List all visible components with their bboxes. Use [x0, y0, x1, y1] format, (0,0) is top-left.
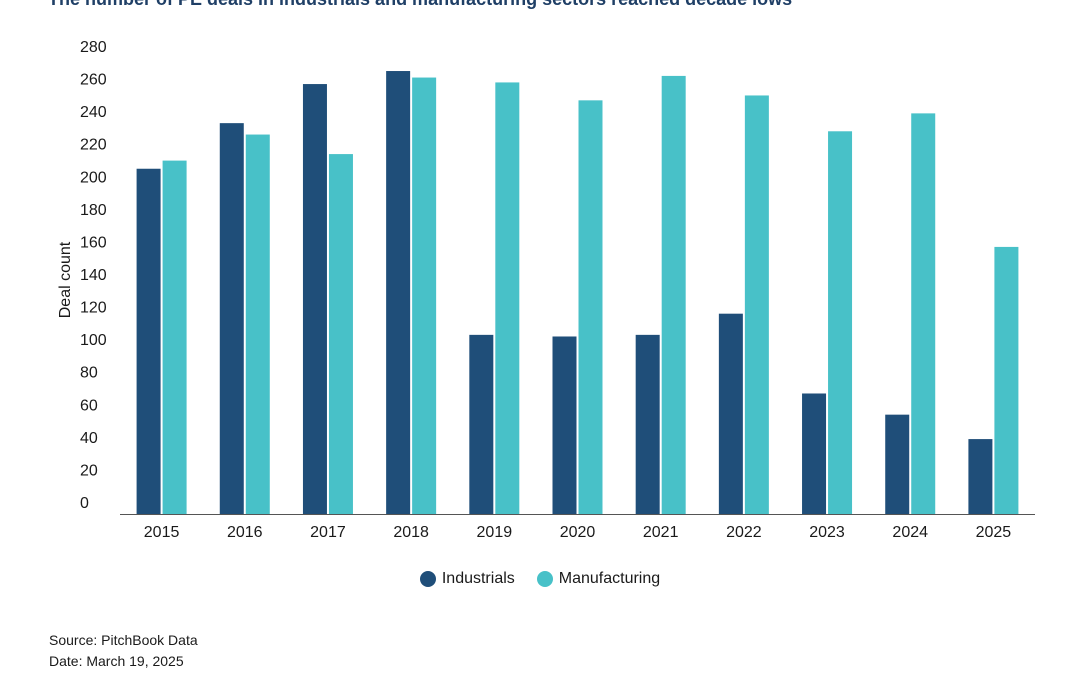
y-tick-label: 260	[80, 72, 107, 89]
y-tick-label: 280	[80, 39, 107, 56]
y-tick-label: 220	[80, 137, 107, 154]
legend-label-manufacturing: Manufacturing	[558, 570, 661, 587]
legend-swatch-manufacturing	[536, 571, 553, 587]
bar-manufacturing-2016	[245, 134, 270, 515]
x-tick-label: 2016	[227, 524, 263, 541]
y-tick-label: 200	[80, 169, 107, 186]
y-axis-label: Deal count	[57, 241, 74, 318]
y-tick-label: 60	[80, 397, 98, 414]
bar-industrials-2016	[219, 123, 244, 515]
x-tick-label: 2018	[393, 524, 429, 541]
chart-title: The number of PE deals in industrials an…	[48, 0, 792, 10]
bar-industrials-2021	[635, 334, 660, 514]
legend-item-manufacturing: Manufacturing	[536, 570, 661, 588]
y-tick-label: 40	[80, 430, 98, 447]
y-tick-label: 240	[80, 104, 107, 121]
bar-manufacturing-2024	[911, 113, 936, 514]
y-tick-label: 180	[80, 202, 107, 219]
bar-manufacturing-2019	[495, 82, 520, 514]
date-note: Date: March 19, 2025	[49, 653, 184, 669]
x-tick-label: 2017	[310, 524, 346, 541]
y-tick-label: 20	[80, 462, 98, 479]
bar-industrials-2018	[386, 71, 411, 515]
bar-industrials-2015	[136, 168, 161, 514]
bar-industrials-2017	[302, 84, 327, 515]
bar-chart: 0 20 40 60 80 100 120 140 160 180 200 220 240 260 280 D…	[57, 39, 1035, 541]
bar-industrials-2019	[469, 334, 494, 514]
footer: Source: PitchBook Data Date: March 19, 2…	[49, 630, 198, 672]
bar-manufacturing-2022	[744, 95, 769, 514]
y-tick-label: 100	[80, 332, 107, 349]
bar-manufacturing-2025	[994, 246, 1019, 514]
x-tick-label: 2025	[976, 524, 1012, 541]
x-tick-label: 2024	[892, 524, 928, 541]
bar-manufacturing-2018	[412, 77, 437, 515]
x-tick-label: 2020	[560, 524, 596, 541]
bar-manufacturing-2023	[828, 131, 853, 515]
legend: Industrials Manufacturing	[0, 570, 1080, 588]
y-tick-label: 120	[80, 300, 107, 317]
x-tick-label: 2022	[726, 524, 762, 541]
bar-industrials-2023	[802, 393, 827, 514]
legend-item-industrials: Industrials	[419, 570, 515, 588]
legend-label-industrials: Industrials	[441, 570, 515, 587]
bar-manufacturing-2015	[162, 160, 187, 514]
x-tick-label: 2021	[643, 524, 679, 541]
legend-swatch-industrials	[419, 571, 436, 587]
bar-manufacturing-2017	[328, 154, 353, 515]
y-tick-label: 140	[80, 267, 107, 284]
bar-industrials-2024	[885, 414, 910, 514]
y-tick-label: 80	[80, 365, 98, 382]
bar-industrials-2020	[552, 336, 577, 514]
bar-manufacturing-2021	[661, 75, 686, 515]
bar-manufacturing-2020	[578, 100, 603, 514]
bar-industrials-2025	[968, 439, 993, 514]
source-note: Source: PitchBook Data	[49, 632, 198, 648]
bar-industrials-2022	[718, 313, 743, 514]
x-tick-label: 2023	[809, 524, 845, 541]
x-tick-label: 2015	[144, 524, 180, 541]
y-tick-label: 0	[80, 495, 89, 512]
x-tick-label: 2019	[477, 524, 513, 541]
y-tick-label: 160	[80, 234, 107, 251]
